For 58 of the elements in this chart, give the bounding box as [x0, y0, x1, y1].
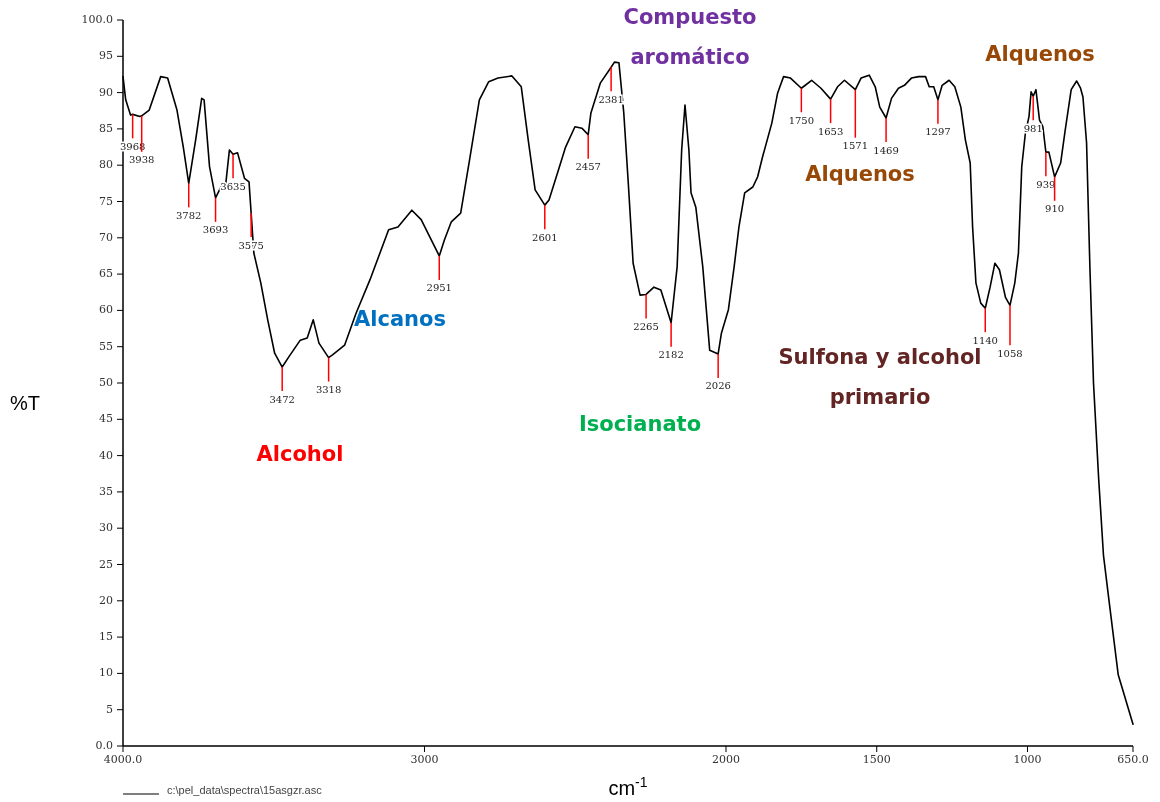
annotation: 2182 [658, 349, 684, 361]
annotation: 1297 [925, 126, 951, 138]
y-tick-label: 15 [99, 630, 113, 644]
annotation: 1750 [788, 114, 815, 126]
annotation: 2265 [633, 320, 659, 332]
x-tick-label: 3000 [410, 753, 439, 766]
y-tick-label: 0.0 [95, 739, 113, 752]
annotation: 2457 [575, 161, 601, 173]
annotation: 1058 [997, 347, 1023, 359]
annotation: 3635 [220, 180, 246, 192]
y-axis-title: %T [10, 392, 40, 415]
annotation: 2951 [426, 282, 452, 294]
annotation: 3693 [202, 224, 229, 236]
y-tick-label: 40 [99, 448, 113, 462]
y-tick-label: 95 [99, 49, 113, 63]
x-axis-title: cm$^{-1}$ [608, 774, 648, 799]
annotation: Sulfona y alcohol primario [778, 345, 982, 409]
y-tick-label: 70 [99, 230, 113, 244]
y-tick-label: 85 [99, 121, 113, 135]
annotation: Compuesto aromático [623, 5, 757, 69]
annotation: 910 [1045, 203, 1065, 215]
annotation: 1140 [972, 334, 998, 346]
y-tick-label: 65 [99, 267, 113, 281]
y-tick-label: 5 [106, 702, 113, 716]
annotation: 3318 [315, 384, 342, 396]
y-tick-label: 55 [99, 339, 113, 353]
annotation: Alcanos [354, 307, 446, 331]
legend-label: c:\pel_data\spectra\15asgzr.asc [167, 784, 323, 796]
x-tick-label: 1000 [1013, 753, 1042, 766]
y-tick-label: 35 [99, 484, 113, 498]
annotation: 1653 [817, 125, 844, 137]
x-tick-label: 650.0 [1117, 753, 1149, 766]
y-tick-label: 100.0 [81, 13, 113, 26]
x-tick-label: 2000 [711, 753, 740, 766]
y-tick-label: 30 [99, 521, 113, 535]
y-tick-label: 45 [99, 412, 113, 426]
annotation: 3938 [128, 154, 155, 166]
annotation: 1469 [873, 144, 899, 156]
annotation: 939 [1036, 178, 1056, 190]
annotation: 3472 [269, 393, 295, 405]
annotation: 3782 [176, 209, 202, 221]
annotation: Isocianato [578, 412, 702, 436]
y-tick-label: 80 [99, 158, 113, 172]
y-tick-label: 60 [99, 303, 113, 317]
annotation: Alcohol [256, 442, 344, 466]
annotation: 2026 [705, 380, 731, 392]
x-tick-label: 4000.0 [103, 753, 143, 766]
x-tick-label: 1500 [862, 753, 891, 766]
annotation: 2601 [532, 231, 558, 243]
y-tick-label: 25 [99, 557, 113, 571]
y-tick-label: 20 [99, 593, 113, 607]
y-tick-label: 50 [99, 376, 113, 389]
y-tick-label: 10 [99, 666, 113, 680]
y-tick-label: 75 [99, 194, 113, 208]
annotation: 1571 [842, 140, 869, 152]
annotation: Alquenos [805, 162, 915, 186]
annotation: Alquenos [985, 42, 1095, 66]
y-tick-label: 90 [99, 85, 113, 99]
